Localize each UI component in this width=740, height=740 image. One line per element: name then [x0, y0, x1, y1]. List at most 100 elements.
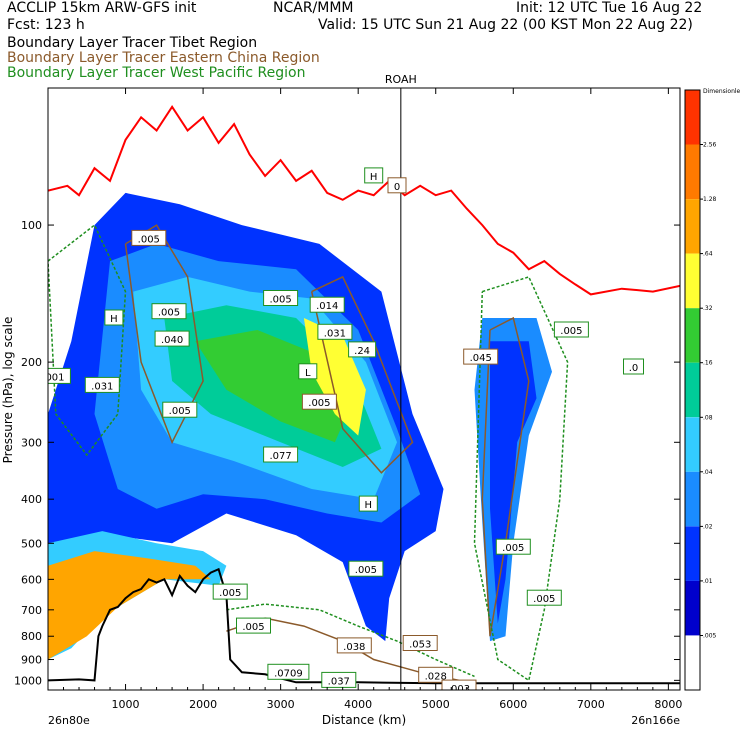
model-title: ACCLIP 15km ARW-GFS init: [7, 0, 197, 16]
contour-label-text: .005: [269, 295, 291, 306]
contour-label-box: .005: [526, 589, 562, 606]
colorbar-swatch: [685, 199, 700, 254]
colorbar-swatch: [685, 308, 700, 363]
y-tick-label: 100: [21, 219, 42, 232]
west-pacific-field-01: [490, 341, 537, 624]
y-tick-label: 900: [21, 654, 42, 667]
contour-label-box: H: [104, 309, 124, 326]
contour-label-frame: [267, 663, 310, 680]
roah-label: ROAH: [385, 73, 417, 86]
tracer-fields: [48, 192, 569, 682]
x-tick-label: 8000: [654, 698, 682, 711]
contour-label-text: .077: [269, 451, 291, 462]
contour-label-box: .038: [336, 637, 372, 654]
colorbar-level-label: .08: [703, 414, 713, 421]
contour-label-box: .031: [84, 376, 120, 393]
contour-label-box: .077: [263, 446, 299, 463]
contour-label-frame: [263, 446, 299, 463]
x-tick-label: 1000: [112, 698, 140, 711]
contour-label-text: .0709: [274, 668, 303, 679]
contour-label-box: .005: [301, 393, 337, 410]
colorbar-unit: Dimensionless: [703, 88, 740, 95]
contour-label-text: .045: [470, 353, 492, 364]
tracer-legend-eastern-china: Boundary Layer Tracer Eastern China Regi…: [7, 50, 320, 66]
y-tick-label: 400: [21, 493, 42, 506]
colorbar-swatch: [685, 362, 700, 418]
contour-label-box: .0: [623, 358, 644, 375]
contour-label-box: .005: [236, 617, 271, 634]
contour-label-box: .003: [441, 679, 477, 690]
contour-label-frame: [348, 341, 377, 358]
colorbar-level-label: .02: [703, 523, 713, 530]
tracer-legend-tibet: Boundary Layer Tracer Tibet Region: [7, 35, 258, 51]
colorbar-level-label: 1.28: [703, 196, 717, 203]
contour-label-frame: [553, 321, 589, 338]
colorbar-level-label: .005: [703, 633, 717, 640]
contour-label-text: .005: [242, 622, 264, 633]
x-end-label-left: 26n80e: [48, 714, 90, 727]
colorbar-swatch: [685, 526, 700, 581]
west-pacific-contour: [473, 275, 569, 682]
contour-label-box: .040: [154, 330, 190, 347]
contour-label-box: .037: [321, 671, 357, 688]
contour-label-text: .005: [138, 234, 160, 245]
contour-label-text: .005: [533, 594, 555, 605]
contour-label-text: .005: [355, 565, 377, 576]
contour-label-text: 0: [394, 182, 400, 193]
x-tick-label: 5000: [422, 698, 450, 711]
contour-label-text: .038: [343, 642, 365, 653]
colorbar-swatch: [685, 253, 700, 309]
y-tick-label: 500: [21, 537, 42, 550]
contour-label-text: H: [370, 172, 378, 183]
contour-label-frame: [402, 635, 438, 651]
contour-label-text: .031: [324, 328, 346, 339]
y-tick-label: 1000: [14, 674, 42, 687]
contour-label-box: .031: [317, 323, 353, 340]
contour-label-frame: [212, 583, 248, 600]
contour-label-text: L: [305, 368, 311, 379]
y-tick-label: 300: [21, 436, 42, 449]
contour-label-box: H: [358, 495, 378, 512]
x-end-label-right: 26n166e: [631, 714, 680, 727]
contour-label-text: .028: [425, 671, 447, 682]
contour-label-frame: [623, 358, 644, 375]
colorbar-level-label: .16: [703, 360, 713, 367]
contour-label-text: .005: [308, 398, 330, 409]
contour-label-frame: [418, 666, 454, 683]
y-tick-label: 200: [21, 356, 42, 369]
contour-label-box: .005: [263, 290, 299, 306]
contour-label-frame: [321, 671, 357, 688]
contour-label-frame: [151, 303, 187, 320]
contour-label-frame: [263, 290, 299, 306]
colorbar-level-label: .64: [703, 251, 713, 258]
contour-label-box: .24: [348, 341, 377, 358]
contour-label-frame: [301, 393, 337, 410]
x-axis-title: Distance (km): [322, 713, 406, 727]
contour-label-frame: [48, 367, 71, 384]
x-tick-label: 2000: [189, 698, 217, 711]
contour-label-text: .0: [629, 363, 639, 374]
contour-label-frame: [495, 538, 531, 555]
y-tick-label: 700: [21, 604, 42, 617]
contour-label-frame: [162, 401, 198, 418]
contour-label-box: H: [364, 167, 384, 184]
contour-label-frame: [348, 560, 384, 577]
contour-label-box: .005: [553, 321, 589, 338]
red-line: [48, 104, 680, 296]
contour-label-text: .031: [91, 381, 113, 392]
colorbar-swatch: [685, 144, 700, 199]
colorbar-swatch: [685, 417, 700, 472]
contour-label-frame: [154, 330, 190, 347]
contour-label-box: .0709: [267, 663, 310, 680]
contour-label-frame: [298, 363, 318, 380]
contour-label-text: .005: [560, 326, 582, 337]
y-tick-label: 800: [21, 630, 42, 643]
colorbar-level-label: .01: [703, 578, 713, 585]
contour-labels: .005 .005 H .040 .031 .001 .005 .005 .014 .031 .24…: [48, 167, 644, 690]
colorbar-level-label: 2.56: [703, 142, 717, 149]
x-tick-label: 3000: [267, 698, 295, 711]
contour-label-text: .053: [409, 640, 431, 651]
contour-label-frame: [358, 495, 378, 512]
contour-label-box: .053: [402, 635, 438, 651]
